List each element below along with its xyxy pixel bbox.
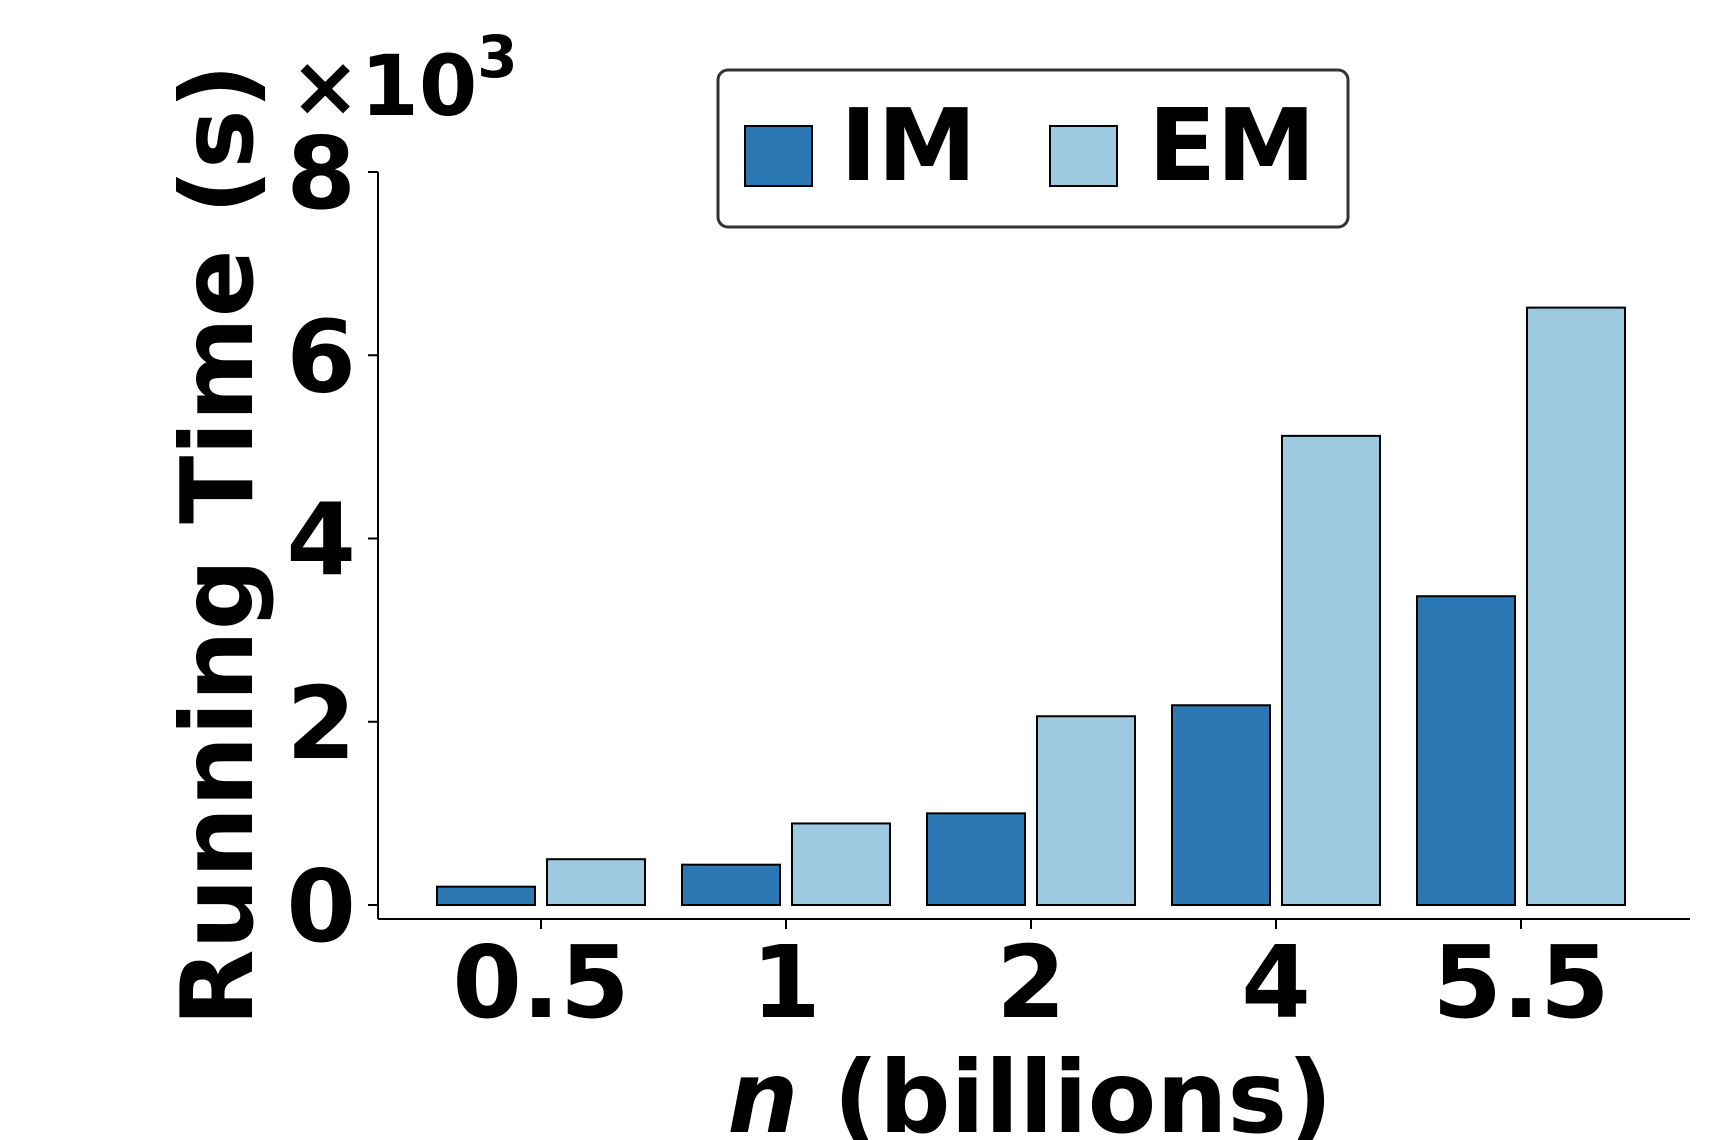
- x-tick-label: 1: [751, 924, 821, 1041]
- y-tick-label: 4: [286, 482, 356, 599]
- x-tick-label: 2: [996, 924, 1066, 1041]
- bar-im-5_5: [1416, 595, 1516, 906]
- legend-swatch-em: [1049, 125, 1118, 187]
- bar-em-5_5: [1526, 306, 1626, 907]
- legend-label-im: IM: [840, 87, 977, 204]
- bar-im-2: [926, 812, 1026, 906]
- y-ticks: 0 2 4 6 8: [286, 115, 378, 965]
- y-tick-label: 6: [286, 298, 356, 415]
- bar-em-0_5: [546, 858, 646, 906]
- bar-em-4: [1281, 434, 1381, 906]
- bar-im-0_5: [436, 885, 536, 906]
- legend-label-em: EM: [1148, 87, 1316, 204]
- legend-frame: [716, 68, 1350, 229]
- legend: IM EM: [716, 68, 1350, 229]
- bar-em-1: [791, 822, 891, 906]
- bar-im-1: [681, 863, 781, 906]
- y-tick-label: 2: [286, 665, 356, 782]
- x-axis-label: n (billions): [727, 1039, 1333, 1140]
- x-ticks: 0.5 1 2 4 5.5: [452, 919, 1610, 1041]
- bar-im-4: [1171, 704, 1271, 906]
- x-tick-label: 4: [1241, 924, 1311, 1041]
- x-tick-label: 0.5: [452, 924, 629, 1041]
- y-axis-label: Running Time (s): [159, 64, 276, 1027]
- y-tick-label: 0: [286, 848, 356, 965]
- bar-em-2: [1036, 715, 1136, 906]
- legend-swatch-im: [744, 125, 813, 187]
- bars: [436, 306, 1626, 907]
- y-scale-label: ×103: [290, 23, 518, 135]
- y-tick-label: 8: [286, 115, 356, 232]
- x-tick-label: 5.5: [1432, 924, 1609, 1041]
